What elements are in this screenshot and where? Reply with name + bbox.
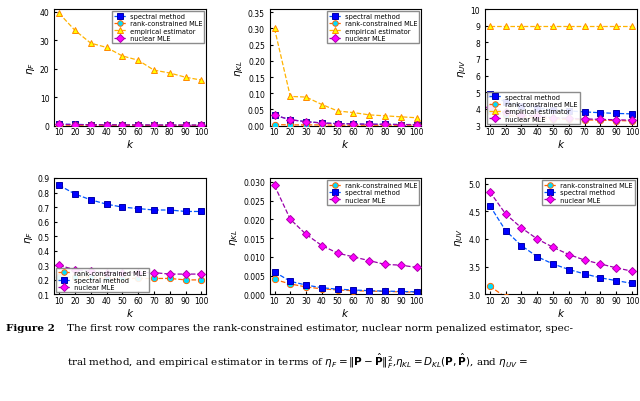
Y-axis label: $\eta_{UV}$: $\eta_{UV}$ [453, 227, 465, 246]
Y-axis label: $\eta_{KL}$: $\eta_{KL}$ [228, 228, 240, 245]
Legend:  rank-constrained MLE,  spectral method,  nuclear MLE: rank-constrained MLE, spectral method, n… [56, 268, 149, 293]
X-axis label: $k$: $k$ [557, 138, 565, 150]
Legend:  spectral method,  rank-constrained MLE,  empirical estimator,  nuclear MLE: spectral method, rank-constrained MLE, e… [327, 12, 419, 44]
Text: tral method, and empirical estimator in terms of $\eta_F = \|\mathbf{P} - \hat{\: tral method, and empirical estimator in … [67, 351, 528, 370]
Legend:  rank-constrained MLE,  spectral method,  nuclear MLE: rank-constrained MLE, spectral method, n… [542, 180, 635, 205]
Y-axis label: $\eta_{KL}$: $\eta_{KL}$ [233, 60, 245, 77]
X-axis label: $k$: $k$ [126, 306, 134, 318]
Legend:  spectral method,  rank-constrained MLE,  empirical estimator,  nuclear MLE: spectral method, rank-constrained MLE, e… [487, 92, 580, 124]
Legend:  spectral method,  rank-constrained MLE,  empirical estimator,  nuclear MLE: spectral method, rank-constrained MLE, e… [111, 12, 204, 44]
X-axis label: $k$: $k$ [341, 138, 350, 150]
X-axis label: $k$: $k$ [557, 306, 565, 318]
Y-axis label: $\eta_F$: $\eta_F$ [22, 230, 35, 243]
Y-axis label: $\eta_F$: $\eta_F$ [25, 62, 37, 75]
X-axis label: $k$: $k$ [341, 306, 350, 318]
Text: Figure 2: Figure 2 [6, 323, 55, 332]
Text: The first row compares the rank-constrained estimator, nuclear norm penalized es: The first row compares the rank-constrai… [67, 323, 573, 332]
X-axis label: $k$: $k$ [126, 138, 134, 150]
Legend:  rank-constrained MLE,  spectral method,  nuclear MLE: rank-constrained MLE, spectral method, n… [327, 180, 419, 205]
Y-axis label: $\eta_{UV}$: $\eta_{UV}$ [456, 59, 468, 78]
